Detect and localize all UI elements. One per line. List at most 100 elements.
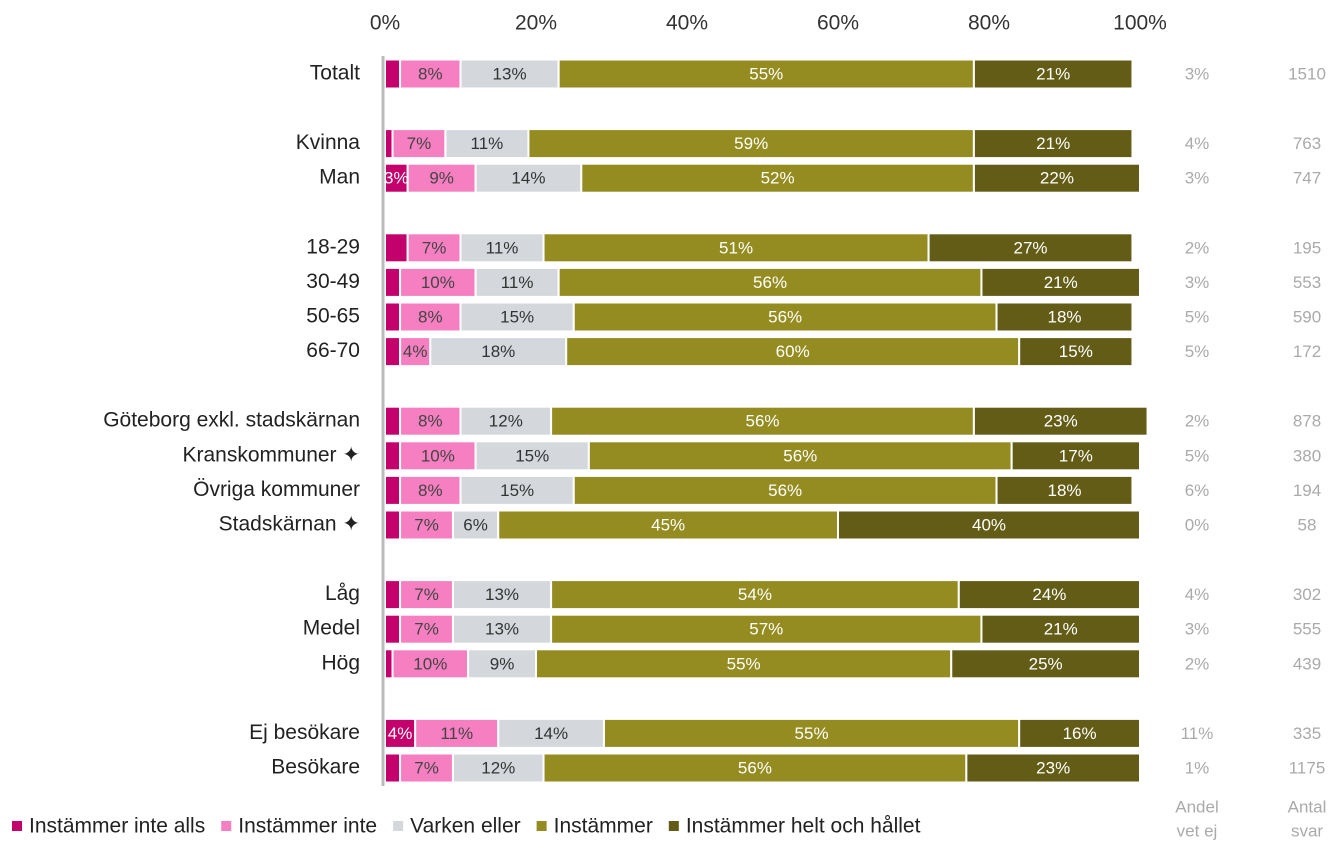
bar-segment <box>399 440 477 472</box>
bar-segment <box>459 405 553 437</box>
category-label: Göteborg exkl. stadskärnan <box>103 409 360 432</box>
category-label: Övriga kommuner <box>193 478 360 501</box>
segment-label: 23% <box>1036 758 1070 777</box>
side-value: 2% <box>1185 412 1210 431</box>
side-value: 1510 <box>1288 64 1326 83</box>
side-header: Antal <box>1288 797 1327 816</box>
x-tick-label: 40% <box>666 12 708 35</box>
segment-label: 10% <box>421 273 455 292</box>
bar-segment <box>399 509 454 541</box>
side-value: 3% <box>1185 273 1210 292</box>
segment-label: 7% <box>414 758 439 777</box>
segment-label: 52% <box>761 169 795 188</box>
segment-label: 11% <box>471 134 504 153</box>
segment-label: 13% <box>493 64 527 83</box>
segment-label: 11% <box>440 724 473 743</box>
bar-segment <box>497 509 839 541</box>
category-label: 66-70 <box>306 339 360 362</box>
segment-label: 12% <box>481 758 515 777</box>
segment-label: 12% <box>489 412 523 431</box>
bar-segment <box>414 717 500 749</box>
bar-segment <box>1018 336 1134 368</box>
segment-label: 15% <box>515 446 549 465</box>
bar-segment <box>467 648 537 680</box>
segment-label: 24% <box>1032 585 1066 604</box>
legend-swatch <box>12 821 22 831</box>
side-value: 380 <box>1293 446 1321 465</box>
segment-label: 7% <box>407 134 432 153</box>
segment-label: 8% <box>418 481 443 500</box>
segment-label: 45% <box>651 515 685 534</box>
category-label: Kvinna <box>296 131 361 154</box>
segment-label: 8% <box>418 412 443 431</box>
bar-segment <box>399 266 477 298</box>
category-label: Kranskommuner ✦ <box>183 443 361 466</box>
segment-label: 22% <box>1040 169 1074 188</box>
bar-segment <box>837 509 1141 541</box>
side-value: 3% <box>1185 620 1210 639</box>
bar-segment <box>459 301 575 333</box>
segment-label: 55% <box>749 64 783 83</box>
side-value: 302 <box>1293 585 1321 604</box>
segment-label: 16% <box>1063 724 1097 743</box>
segment-label: 54% <box>738 585 772 604</box>
bar-segment <box>399 58 462 90</box>
bar-segment <box>384 301 402 333</box>
segment-label: 60% <box>776 342 810 361</box>
legend-label: Instämmer inte <box>238 815 377 838</box>
bar-segment <box>384 717 417 749</box>
segment-label: 14% <box>534 724 568 743</box>
side-value: 3% <box>1185 169 1210 188</box>
segment-label: 14% <box>511 169 545 188</box>
segment-label: 57% <box>749 620 783 639</box>
category-label: 30-49 <box>306 270 360 293</box>
category-label: Stadskärnan ✦ <box>219 513 360 536</box>
segment-label: 11% <box>486 238 519 257</box>
bar-segment <box>384 509 402 541</box>
category-label: 18-29 <box>306 235 360 258</box>
segment-label: 51% <box>719 238 753 257</box>
side-value: 2% <box>1185 238 1210 257</box>
x-tick-label: 100% <box>1113 12 1167 35</box>
segment-label: 21% <box>1036 64 1070 83</box>
bar-segment <box>399 405 462 437</box>
bar-segment <box>972 58 1134 90</box>
bar-segment <box>927 232 1134 264</box>
segment-label: 15% <box>500 307 534 326</box>
segment-label: 10% <box>413 654 447 673</box>
bar-segment <box>384 440 402 472</box>
segment-label: 10% <box>421 446 455 465</box>
legend-swatch <box>221 821 232 831</box>
segment-label: 55% <box>795 724 829 743</box>
side-value: 763 <box>1293 134 1321 153</box>
bar-segment <box>995 301 1134 333</box>
bar-segment <box>587 440 1013 472</box>
segment-label: 23% <box>1044 412 1078 431</box>
side-value: 1% <box>1185 758 1210 777</box>
segment-label: 21% <box>1044 273 1078 292</box>
segment-label: 56% <box>768 481 802 500</box>
bar-segment <box>542 232 930 264</box>
bar-segment <box>1010 440 1142 472</box>
segment-label: 21% <box>1044 620 1078 639</box>
bar-segment <box>550 613 983 645</box>
bar-segment <box>557 266 983 298</box>
side-value: 5% <box>1185 342 1210 361</box>
segment-label: 4% <box>403 342 428 361</box>
segment-label: 7% <box>414 585 439 604</box>
category-label: Låg <box>325 582 360 605</box>
legend-swatch <box>536 821 547 831</box>
segment-label: 40% <box>972 515 1006 534</box>
bar-segment <box>384 579 402 611</box>
bar-segment <box>972 128 1134 160</box>
bar-segment <box>384 405 402 437</box>
bar-segment <box>399 301 462 333</box>
bar-segment <box>399 336 432 368</box>
segment-label: 18% <box>481 342 515 361</box>
segment-label: 7% <box>414 620 439 639</box>
category-label: Ej besökare <box>249 721 360 744</box>
side-value: 194 <box>1293 481 1321 500</box>
bar-segment <box>527 128 975 160</box>
legend-label: Instämmer <box>554 815 653 838</box>
